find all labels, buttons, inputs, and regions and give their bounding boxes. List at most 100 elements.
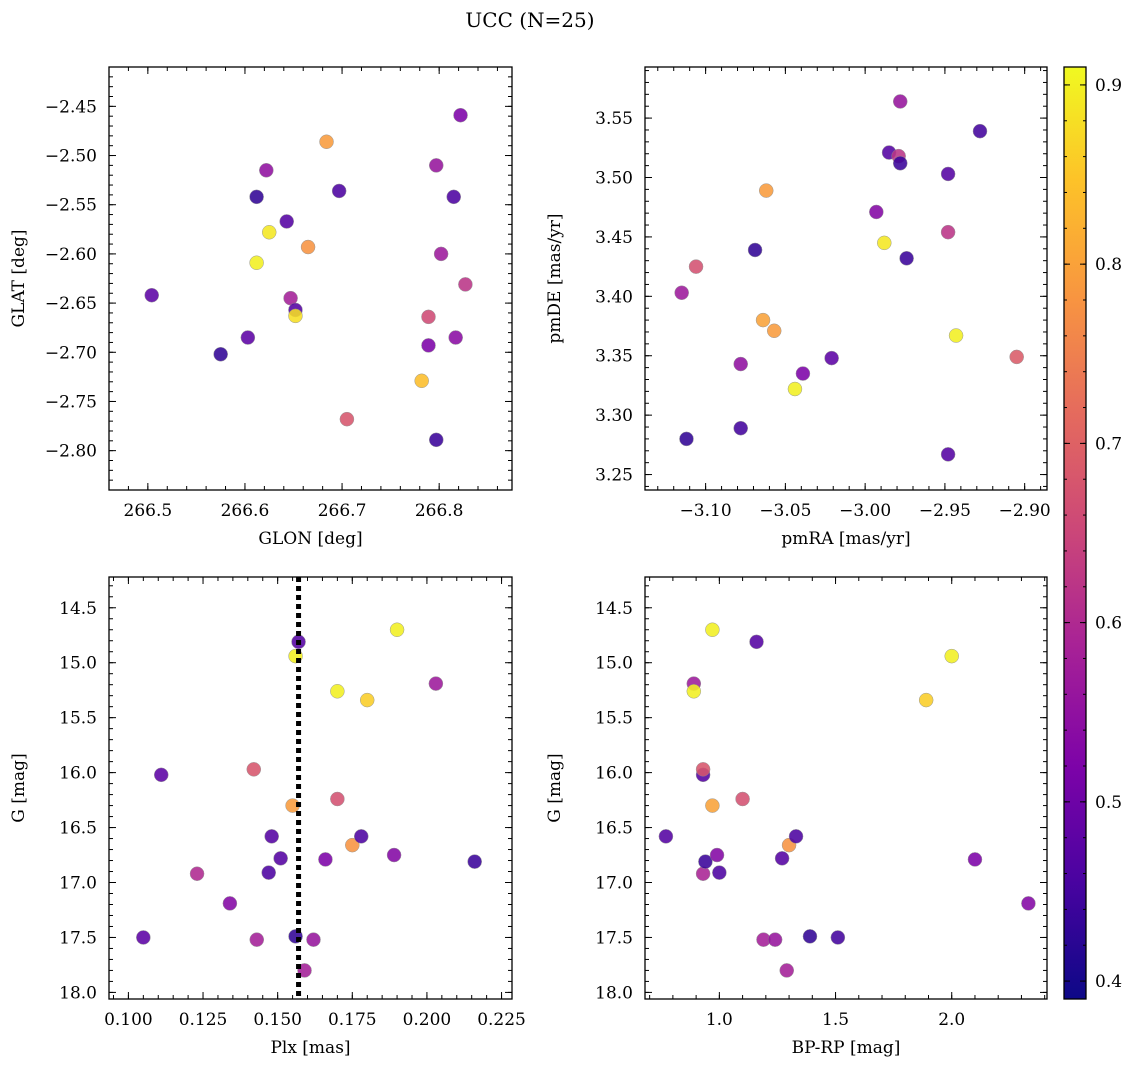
- scatter-point: [940, 224, 956, 240]
- scatter-point: [877, 235, 892, 251]
- scatter-point: [264, 829, 279, 844]
- y-tick-label: 17.5: [595, 928, 633, 948]
- scatter-point: [766, 323, 782, 339]
- scatter-point: [824, 350, 839, 366]
- scatter-point: [972, 123, 988, 139]
- scatter-point: [767, 932, 783, 947]
- x-tick-label: 0.175: [328, 1010, 377, 1030]
- scatter-point: [1021, 896, 1036, 911]
- x-tick-label: −2.90: [999, 501, 1051, 521]
- y-tick-label: 17.0: [59, 874, 97, 894]
- scatter-point: [414, 373, 429, 389]
- colorbar-tick-label: 0.9: [1095, 76, 1122, 96]
- scatter-point: [429, 158, 444, 173]
- scatter-point: [386, 847, 402, 863]
- colorbar-tick-label: 0.4: [1095, 972, 1122, 992]
- scatter-point: [747, 242, 763, 258]
- y-tick-label: 3.55: [595, 109, 633, 129]
- scatter-point: [421, 309, 436, 325]
- color-magnitude-panel: 1.0 1.5 2.0 14.5 15.0 15.5 16.0 16.5 17.0 17.5 18.…: [545, 576, 1048, 1058]
- scatter-point: [249, 932, 265, 947]
- plot-frame: [108, 576, 513, 1000]
- y-tick-label: −2.50: [45, 147, 97, 167]
- scatter-point: [758, 183, 774, 198]
- y-tick-label: 18.0: [595, 983, 633, 1003]
- y-tick-label: 16.0: [59, 764, 97, 784]
- scatter-point: [345, 837, 360, 853]
- y-tick-label: 15.5: [59, 709, 97, 729]
- scatter-point: [331, 183, 347, 199]
- y-tick-label: −2.65: [45, 294, 97, 314]
- plot-frame: [644, 576, 1048, 1000]
- x-axis-label: pmRA [mas/yr]: [781, 529, 910, 549]
- y-tick-label: 14.5: [59, 599, 97, 619]
- y-tick-label: −2.80: [45, 442, 97, 462]
- scatter-point: [273, 851, 288, 866]
- scatter-point: [755, 312, 771, 328]
- y-tick-label: 15.5: [595, 709, 633, 729]
- y-tick-label: 16.0: [595, 764, 633, 784]
- scatter-point: [261, 865, 276, 880]
- scatter-point: [948, 328, 964, 343]
- scatter-point: [892, 94, 908, 109]
- x-tick-label: 0.225: [477, 1010, 526, 1030]
- scatter-point: [359, 692, 375, 708]
- scatter-point: [319, 134, 334, 150]
- y-tick-label: 3.50: [595, 169, 633, 189]
- y-tick-label: 3.40: [595, 287, 633, 307]
- scatter-point: [749, 634, 764, 650]
- scatter-point: [421, 338, 436, 353]
- x-tick-label: 0.100: [104, 1010, 153, 1030]
- scatter-point: [788, 829, 804, 844]
- x-tick-label: 0.150: [253, 1010, 302, 1030]
- scatter-point: [433, 246, 449, 262]
- y-axis-label: G [mag]: [9, 753, 29, 822]
- scatter-point: [144, 287, 159, 303]
- scatter-point: [705, 622, 720, 637]
- y-tick-label: 15.0: [595, 654, 633, 674]
- scatter-point: [446, 189, 461, 205]
- scatter-point: [795, 366, 811, 381]
- scatter-point: [869, 204, 884, 220]
- y-tick-label: −2.60: [45, 245, 97, 265]
- x-tick-label: 1.5: [822, 1010, 849, 1030]
- x-tick-label: −3.00: [839, 501, 891, 521]
- scatter-point: [153, 767, 169, 783]
- y-tick-label: 16.5: [59, 819, 97, 839]
- scatter-point: [240, 330, 256, 345]
- scatter-point: [674, 285, 689, 301]
- scatter-point: [249, 255, 264, 271]
- scatter-point: [802, 929, 818, 944]
- scatter-point: [944, 648, 959, 664]
- scatter-point: [695, 866, 711, 881]
- scatter-point: [339, 411, 355, 427]
- scatter-point: [733, 420, 748, 436]
- y-tick-label: −2.70: [45, 343, 97, 363]
- scatter-point: [261, 225, 277, 240]
- colorbar-gradient: [1063, 66, 1087, 1000]
- y-tick-label: 3.45: [595, 228, 633, 248]
- y-axis-label: GLAT [deg]: [9, 229, 29, 327]
- scatter-point: [288, 308, 303, 324]
- scatter-point: [940, 447, 956, 462]
- y-tick-label: −2.55: [45, 196, 97, 216]
- x-tick-label: 266.7: [318, 501, 367, 521]
- scatter-point: [330, 684, 345, 699]
- scatter-point: [330, 791, 345, 807]
- scatter-point: [940, 166, 956, 182]
- y-tick-label: −2.75: [45, 392, 97, 412]
- scatter-point: [679, 431, 694, 447]
- y-tick-label: 14.5: [595, 599, 633, 619]
- y-tick-label: −2.45: [45, 97, 97, 117]
- scatter-point: [279, 214, 294, 229]
- scatter-point: [458, 277, 473, 292]
- x-axis-label: BP-RP [mag]: [792, 1038, 901, 1058]
- scatter-point: [306, 932, 321, 947]
- scatter-point: [136, 930, 151, 945]
- scatter-point: [1009, 349, 1024, 365]
- scatter-point: [830, 930, 846, 945]
- colorbar-tick-label: 0.6: [1095, 614, 1122, 634]
- scatter-point: [189, 866, 205, 881]
- y-tick-label: 15.0: [59, 654, 97, 674]
- x-tick-label: −3.10: [680, 501, 732, 521]
